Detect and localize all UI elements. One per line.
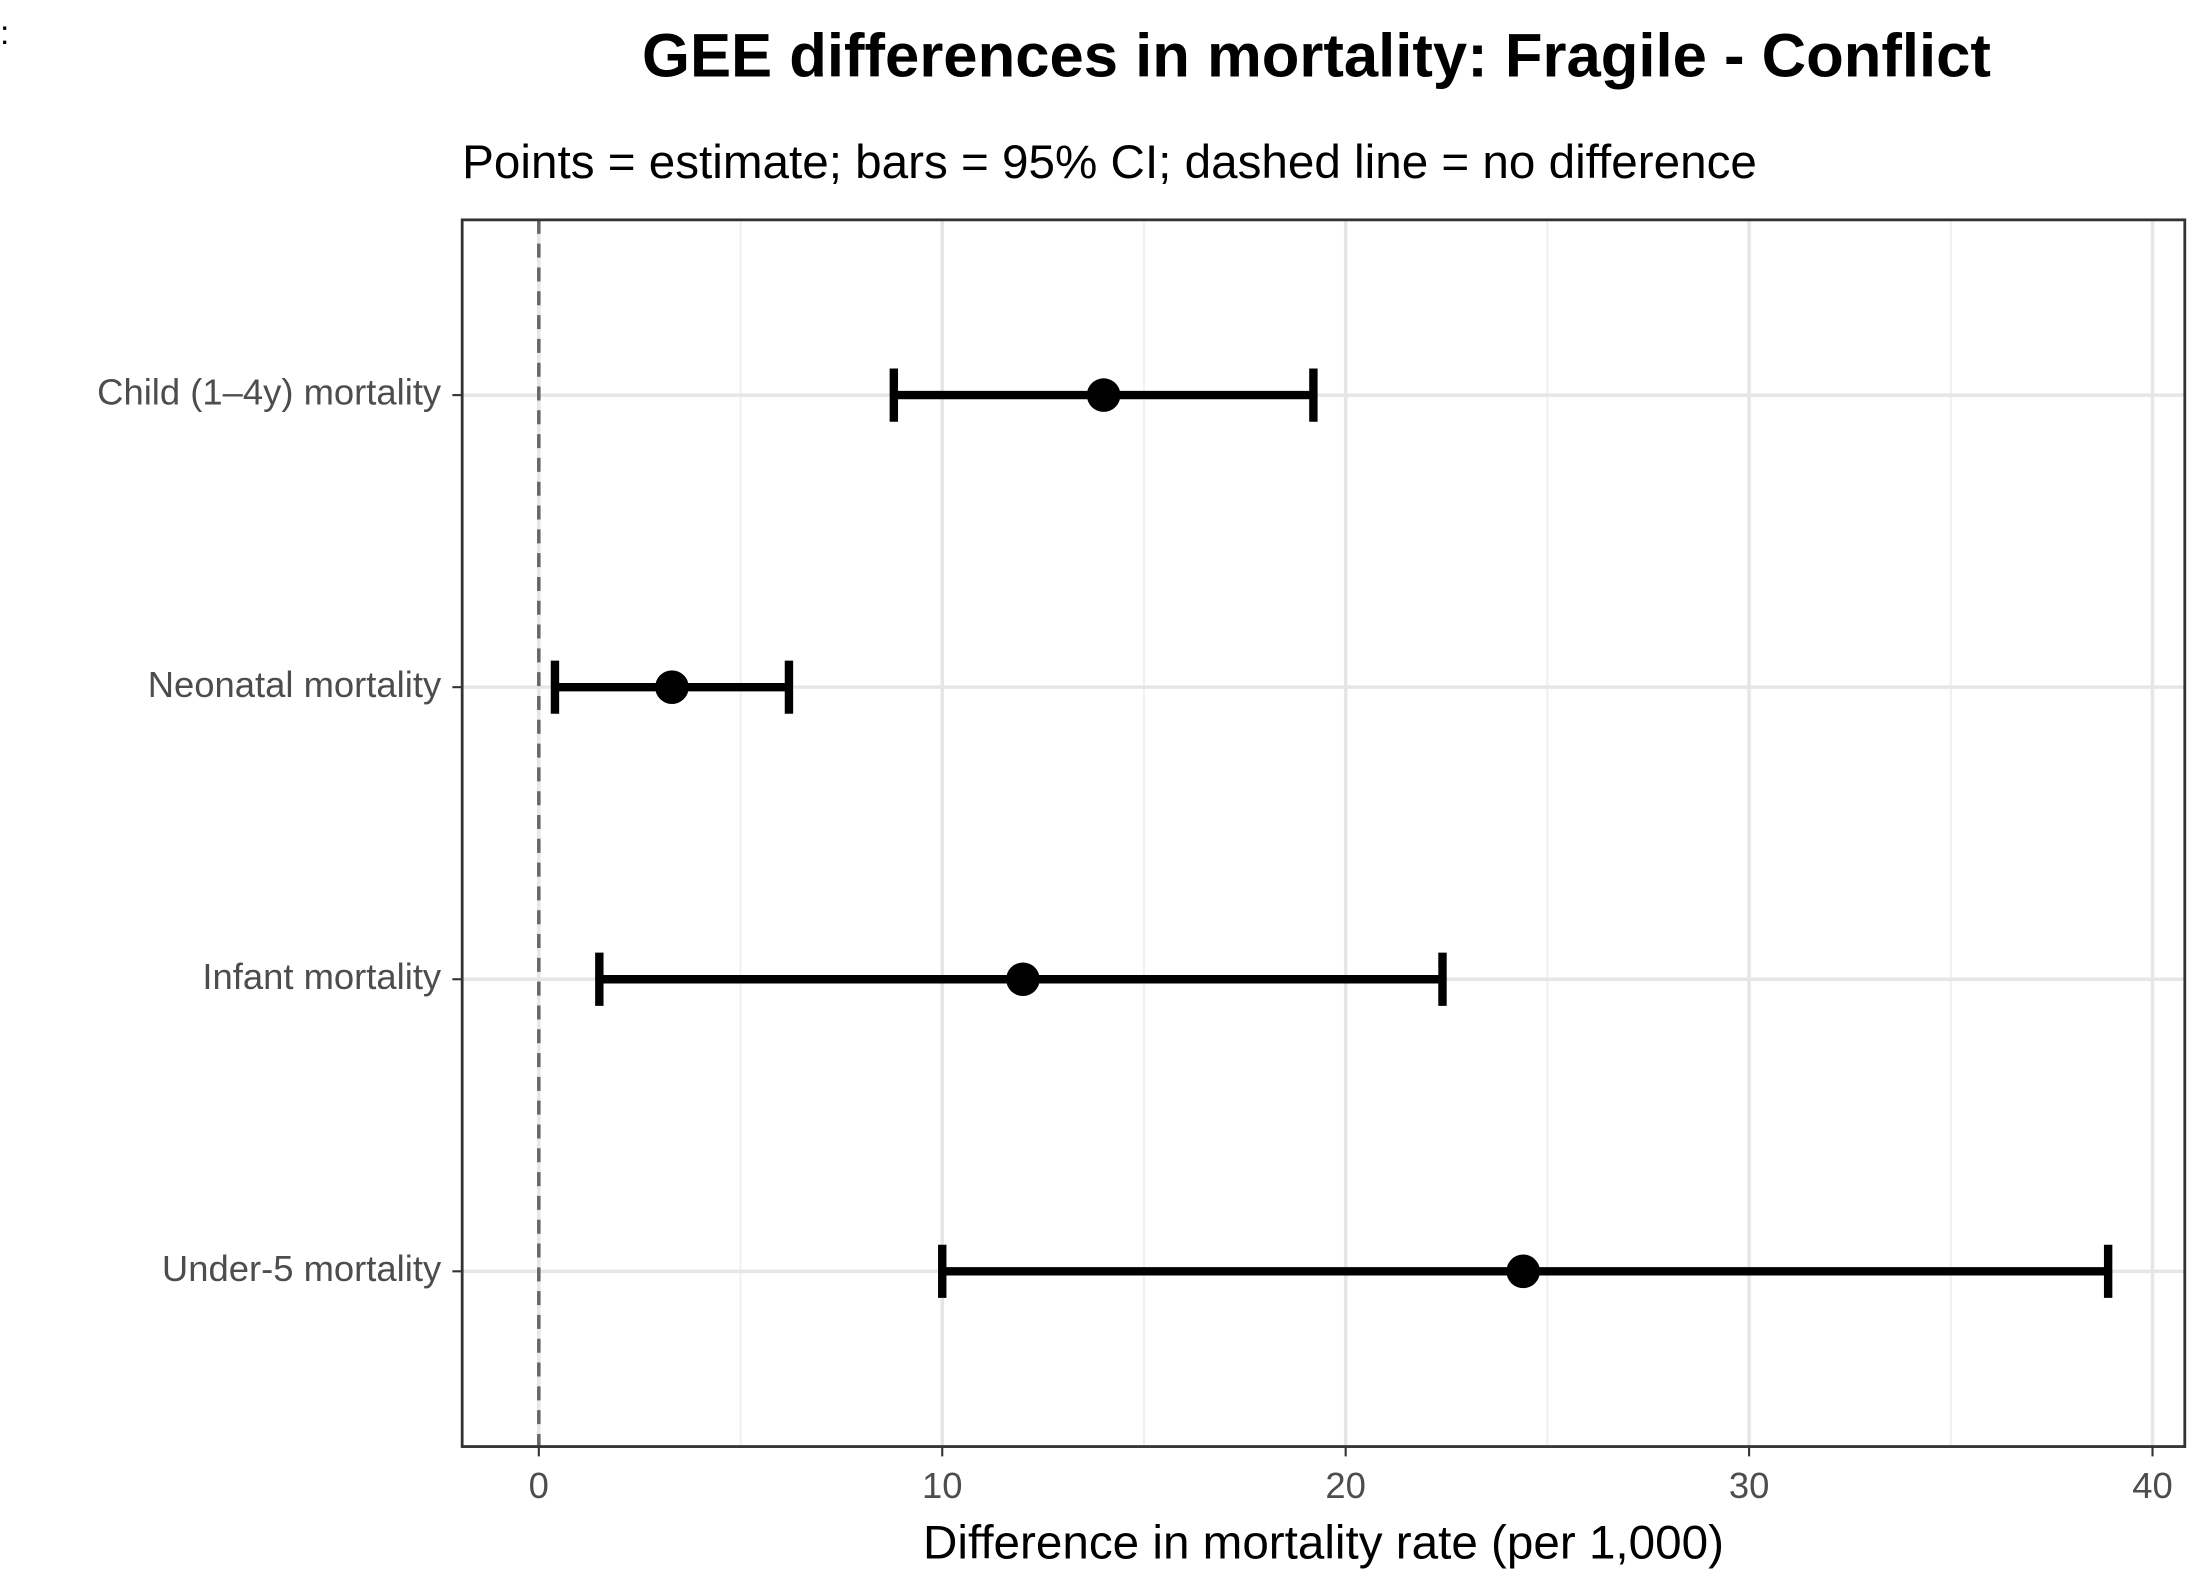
chart-subtitle: Points = estimate; bars = 95% CI; dashed… xyxy=(462,136,1757,189)
estimate-point xyxy=(1006,962,1040,997)
y-tick-label: Neonatal mortality xyxy=(148,664,442,705)
estimate-point xyxy=(1506,1254,1540,1289)
y-tick-label: Child (1–4y) mortality xyxy=(97,372,442,413)
y-tick-label: Infant mortality xyxy=(202,956,442,997)
chart-title: GEE differences in mortality: Fragile - … xyxy=(642,21,1991,90)
x-tick-label: 0 xyxy=(529,1465,549,1506)
x-tick-label: 20 xyxy=(1325,1465,1366,1506)
y-tick-label: Under-5 mortality xyxy=(162,1248,442,1289)
x-tick-label: 30 xyxy=(1729,1465,1770,1506)
corner-text: : xyxy=(0,15,9,52)
estimate-point xyxy=(1086,378,1121,412)
panel-border xyxy=(460,218,2187,1448)
x-tick-label: 40 xyxy=(2132,1465,2173,1506)
estimate-point xyxy=(655,670,689,704)
x-axis-title: Difference in mortality rate (per 1,000) xyxy=(923,1517,1724,1570)
x-tick-label: 10 xyxy=(922,1465,963,1506)
